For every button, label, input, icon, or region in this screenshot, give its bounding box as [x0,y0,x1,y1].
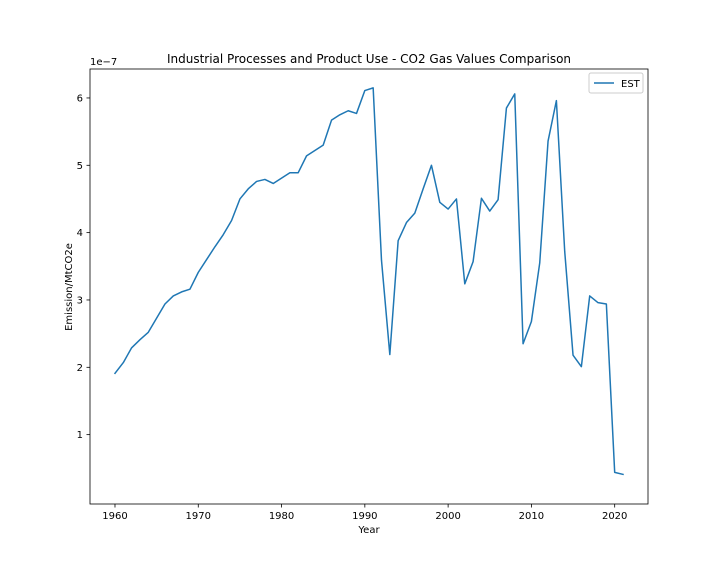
y-tick-label: 3 [77,295,83,306]
x-tick-label: 1970 [186,511,211,522]
x-tick-label: 2000 [435,511,460,522]
y-axis-label: Emission/MtCO2e [64,243,75,331]
y-tick-label: 6 [77,93,83,104]
plot-background [90,69,648,504]
x-tick-label: 1960 [102,511,127,522]
legend-frame [588,72,644,94]
x-tick-label: 1980 [269,511,294,522]
y-tick-label: 5 [77,161,83,172]
chart-title: Industrial Processes and Product Use - C… [167,52,571,66]
y-offset-label: 1e−7 [90,57,117,68]
x-axis: 1960 1970 1980 1990 2000 2010 2020 [102,504,627,522]
legend: EST [588,72,644,94]
x-axis-label: Year [357,525,380,536]
legend-label-est: EST [621,79,641,90]
x-tick-label: 2010 [519,511,544,522]
plot-frame [89,68,649,505]
series-line-est [113,87,624,476]
plot-area [89,68,649,505]
x-tick-label: 2020 [602,511,627,522]
y-tick-label: 2 [77,363,83,374]
y-tick-label: 4 [77,228,83,239]
x-tick-label: 1990 [352,511,377,522]
y-tick-label: 1 [77,430,83,441]
y-axis: 1 2 3 4 5 6 [77,93,90,441]
